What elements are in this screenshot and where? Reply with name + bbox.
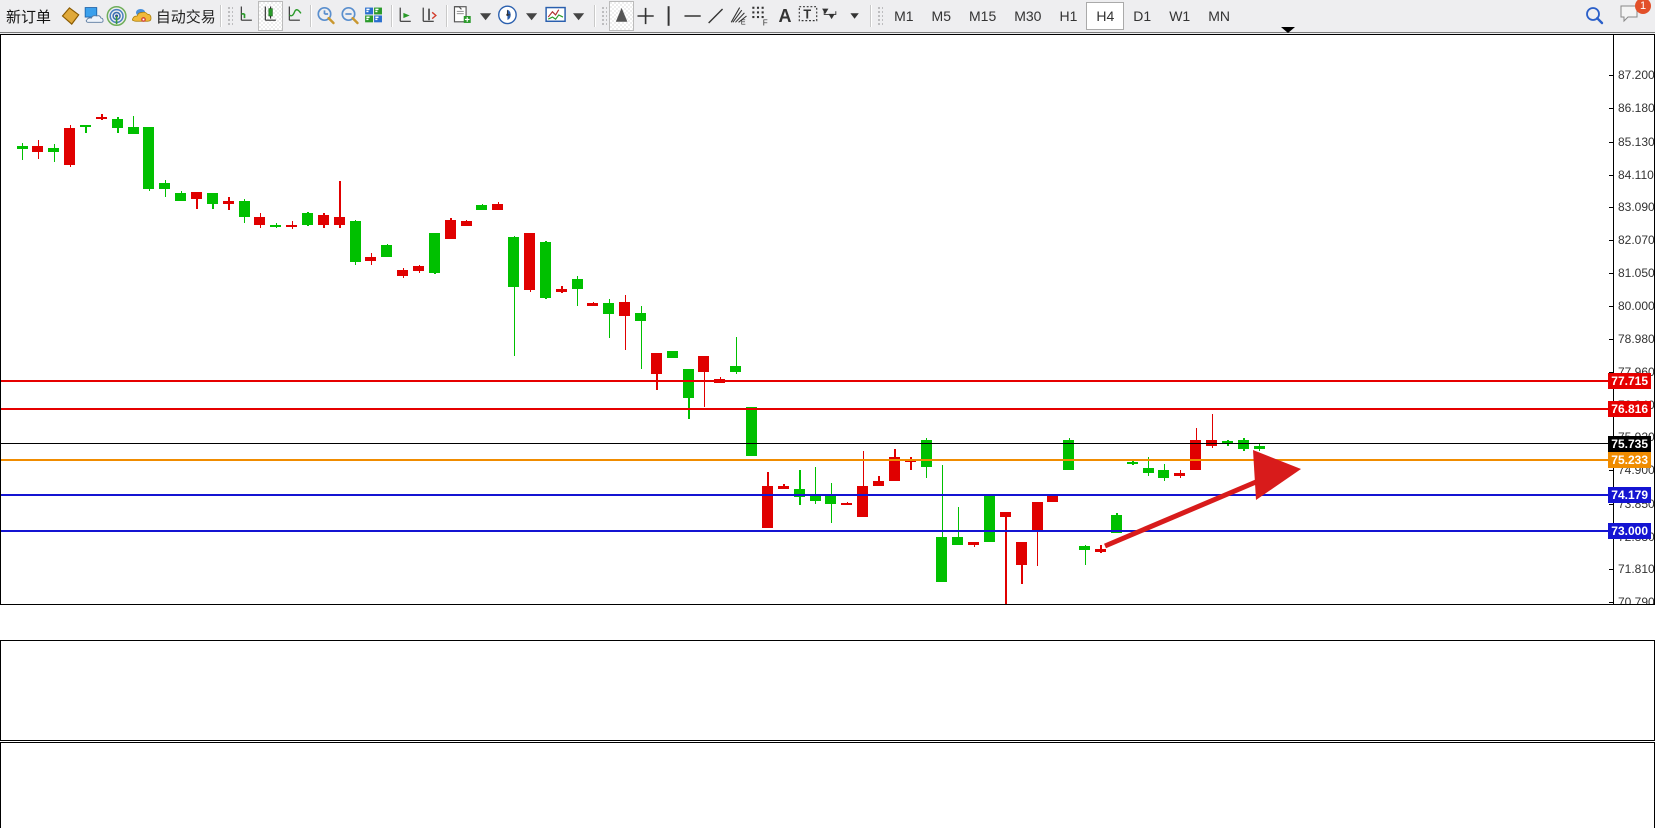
svg-text:F: F — [763, 18, 768, 27]
svg-text:E: E — [741, 17, 746, 26]
svg-text:T: T — [803, 6, 811, 21]
